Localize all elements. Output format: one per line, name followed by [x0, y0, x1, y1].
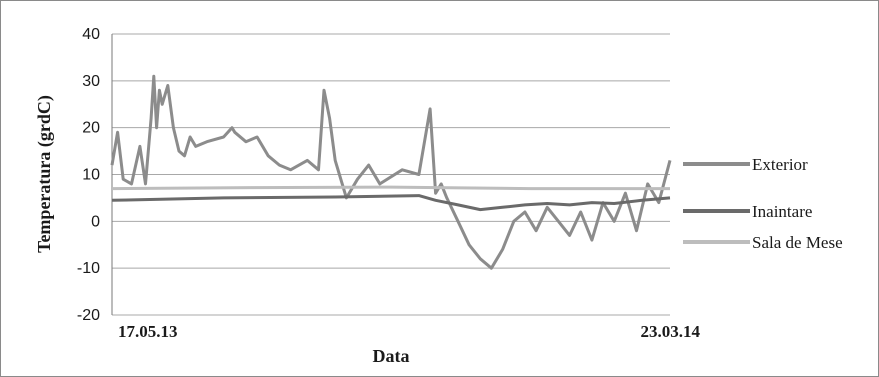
legend-label: Inaintare: [752, 202, 812, 221]
x-tick-label: 23.03.14: [641, 322, 701, 341]
x-axis-title: Data: [373, 346, 410, 366]
y-tick-label: 40: [82, 26, 100, 43]
y-tick-label: 20: [82, 120, 100, 137]
y-tick-label: 30: [82, 73, 100, 90]
legend: Exterior Inaintare Sala de Mese: [683, 155, 843, 252]
series-line-exterior: [110, 74, 672, 270]
series-lines: [110, 74, 672, 270]
y-axis-title: Temperatura (grdC): [34, 95, 55, 253]
x-tick-labels: 17.05.13 23.03.14: [118, 322, 701, 341]
y-tick-label: 0: [91, 213, 100, 230]
legend-label: Sala de Mese: [752, 233, 843, 252]
series-line-inaintare: [111, 194, 671, 212]
series-line-sala-de-mese: [111, 185, 670, 191]
y-tick-label: 10: [82, 167, 100, 184]
y-tick-labels: 40 30 20 10 0 -10 -20: [77, 26, 100, 324]
legend-label: Exterior: [752, 155, 808, 174]
gridlines: [112, 33, 670, 316]
x-tick-label: 17.05.13: [118, 322, 178, 341]
y-tick-label: -20: [77, 307, 100, 324]
y-tick-label: -10: [77, 260, 100, 277]
